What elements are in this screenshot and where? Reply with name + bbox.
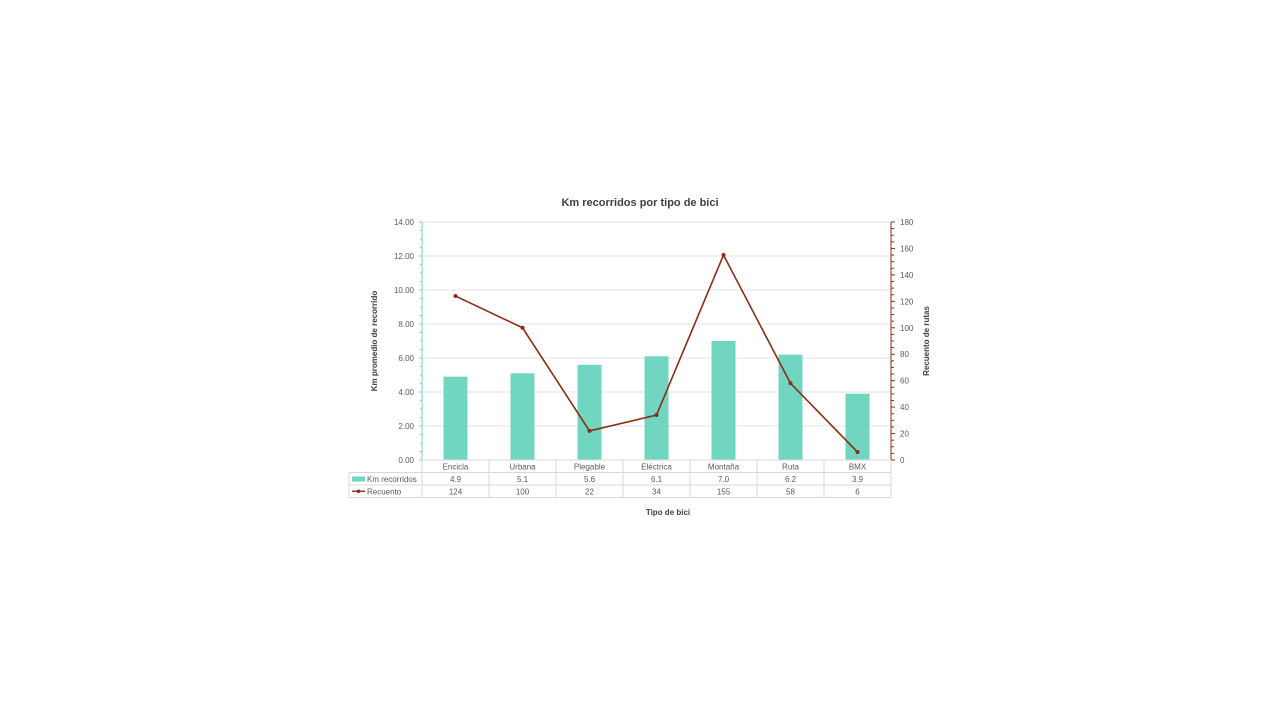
data-label: 22 [585, 488, 594, 497]
data-label: 58 [786, 488, 795, 497]
bar [577, 364, 602, 460]
legend-label: Km recorridos [367, 475, 417, 484]
x-tick-label: Encicla [443, 463, 469, 472]
data-label: 124 [449, 488, 463, 497]
line-point [654, 413, 659, 418]
y2-tick-label: 60 [900, 377, 909, 386]
legend-key-marker [356, 489, 361, 494]
y2-axis-title: Recuento de rutas [922, 306, 931, 376]
y2-tick-label: 160 [900, 244, 914, 253]
x-tick-label: Montaña [708, 463, 740, 472]
y-tick-label: 8.00 [398, 320, 414, 329]
y2-tick-label: 20 [900, 430, 909, 439]
y-tick-label: 14.00 [394, 218, 415, 227]
line-series [453, 253, 860, 455]
data-label: 34 [652, 488, 661, 497]
legend-key-bar [352, 476, 365, 482]
y2-tick-label: 80 [900, 350, 909, 359]
x-tick-label: Urbana [509, 463, 536, 472]
bar-series [443, 341, 870, 460]
x-tick-label: Ruta [782, 463, 799, 472]
legend-label: Recuento [367, 488, 402, 497]
data-label: 5.1 [517, 475, 529, 484]
y-tick-label: 12.00 [394, 252, 415, 261]
y2-tick-label: 100 [900, 324, 914, 333]
line-point [587, 428, 592, 433]
y2-tick-label: 0 [900, 456, 905, 465]
y-tick-label: 6.00 [398, 354, 414, 363]
y-tick-label: 0.00 [398, 456, 414, 465]
y2-tick-label: 180 [900, 218, 914, 227]
y-tick-label: 10.00 [394, 286, 415, 295]
chart-title: Km recorridos por tipo de bici [561, 197, 718, 209]
bar [711, 341, 736, 460]
line-point [721, 253, 726, 258]
line-point [520, 325, 525, 330]
data-label: 7.0 [718, 475, 730, 484]
bar [443, 376, 468, 460]
line-point [788, 381, 793, 386]
y2-tick-label: 120 [900, 297, 914, 306]
x-axis-title: Tipo de bici [646, 508, 690, 517]
data-label: 6.2 [785, 475, 797, 484]
data-label: 6 [855, 488, 860, 497]
line-point [855, 450, 860, 455]
data-label: 6.1 [651, 475, 663, 484]
data-label: 4.9 [450, 475, 462, 484]
line-point [453, 294, 458, 299]
data-label: 5.6 [584, 475, 596, 484]
x-tick-label: Plegable [574, 463, 606, 472]
bar [845, 393, 870, 460]
data-label: 100 [516, 488, 530, 497]
x-tick-label: Eléctrica [641, 463, 672, 472]
bar [644, 356, 669, 460]
x-tick-label: BMX [849, 463, 867, 472]
data-label: 3.9 [852, 475, 864, 484]
y2-tick-label: 140 [900, 271, 914, 280]
y-axis-title: Km promedio de recorrido [370, 291, 379, 392]
data-label: 155 [717, 488, 731, 497]
bar [778, 354, 803, 460]
y2-tick-label: 40 [900, 403, 909, 412]
bar [510, 373, 535, 460]
y-tick-label: 4.00 [398, 388, 414, 397]
y-tick-label: 2.00 [398, 422, 414, 431]
data-table: Encicla Urbana Plegable Eléctrica Montaña Rut… [348, 459, 892, 498]
